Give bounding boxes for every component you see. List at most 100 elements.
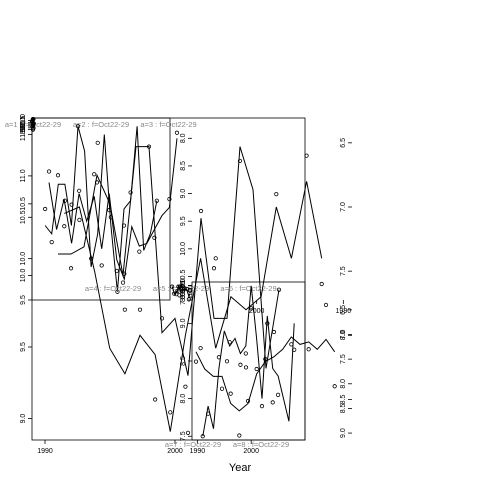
data-point — [169, 284, 175, 289]
series-line — [64, 181, 323, 432]
data-point — [128, 190, 133, 195]
data-point — [213, 256, 218, 261]
y-tick-label: 6.5 — [340, 138, 347, 148]
y-tick-label: 9.0 — [180, 318, 187, 328]
data-point — [46, 169, 52, 174]
y-tick-label: 9.5 — [20, 121, 27, 131]
data-point — [227, 340, 232, 345]
y-tick-label: 8.0 — [340, 330, 347, 340]
data-point — [137, 307, 143, 312]
data-point — [304, 153, 309, 158]
data-point — [270, 400, 275, 405]
data-point — [245, 398, 251, 404]
data-point — [49, 239, 54, 245]
panel-7: a=7 : f=Oct22-296.57.07.58.08.5 — [62, 138, 352, 449]
y-tick-label: 10.0 — [180, 242, 187, 256]
data-point — [200, 434, 205, 439]
data-point — [168, 410, 173, 415]
x-tick-label: 1990 — [190, 448, 206, 455]
data-point — [206, 411, 211, 416]
x-axis-label: Year — [229, 462, 252, 474]
panel-title: a=5 : f=Oct22-29 — [153, 284, 209, 293]
data-point — [263, 357, 268, 362]
data-point — [219, 386, 225, 391]
data-point — [174, 130, 180, 135]
y-tick-label: 6.5 — [340, 305, 347, 315]
data-point — [243, 365, 249, 370]
y-tick-label: 8.0 — [180, 394, 187, 404]
data-point — [154, 198, 159, 203]
data-point — [107, 208, 112, 213]
y-tick-label: 8.0 — [180, 292, 187, 302]
data-point — [306, 347, 311, 352]
x-tick-label: 1990 — [336, 308, 352, 315]
data-point — [186, 297, 191, 302]
data-point — [180, 289, 185, 294]
data-point — [259, 404, 265, 409]
series-line — [48, 138, 178, 282]
data-point — [176, 284, 181, 289]
y-tick-label: 11.5 — [20, 128, 27, 141]
y-tick-label: 8.5 — [180, 289, 187, 299]
y-tick-label: 9.0 — [180, 286, 187, 296]
series-line — [202, 285, 295, 437]
panel-title: a=3 : f=Oct22-29 — [140, 120, 196, 129]
y-tick-label: 10.5 — [180, 270, 187, 284]
data-point — [146, 144, 152, 149]
y-tick-label: 7.5 — [180, 431, 187, 441]
data-point — [332, 384, 337, 389]
data-point — [289, 342, 294, 347]
data-point — [115, 289, 120, 294]
y-tick-label: 9.5 — [20, 295, 27, 305]
data-point — [114, 268, 119, 274]
y-tick-label: 9.5 — [180, 283, 187, 293]
data-point — [276, 287, 282, 292]
series-line — [58, 146, 280, 376]
panel-title: a=2 : f=Oct22-29 — [73, 120, 129, 129]
data-point — [238, 362, 243, 367]
data-point — [174, 292, 179, 297]
data-point — [122, 271, 127, 276]
panel-title: a=8 : f=Oct22-29 — [233, 440, 289, 449]
y-tick-label: 8.5 — [20, 125, 27, 135]
y-tick-label: 9.0 — [20, 414, 27, 424]
data-point — [43, 206, 48, 212]
data-point — [95, 140, 100, 145]
y-tick-label: 9.5 — [20, 342, 27, 352]
x-tick-label: 2000 — [167, 448, 183, 455]
x-tick-label: 2000 — [249, 308, 265, 315]
y-tick-label: 8.0 — [180, 133, 187, 143]
data-point — [121, 223, 127, 228]
data-point — [249, 306, 254, 311]
y-tick-label: 8.5 — [340, 395, 347, 405]
panel-title: a=4 : f=Oct22-29 — [85, 284, 141, 293]
y-tick-label: 9.0 — [340, 428, 347, 438]
data-point — [172, 291, 177, 296]
x-tick-label: 1990 — [37, 448, 53, 455]
y-tick-label: 11.0 — [20, 114, 27, 127]
y-tick-label: 10.5 — [20, 115, 27, 129]
panel-1: a=1 : f=Oct22-298.59.09.510.010.511.0 — [5, 114, 61, 135]
data-point — [167, 196, 172, 202]
data-point — [265, 321, 270, 326]
data-point — [55, 173, 61, 178]
data-point — [319, 281, 324, 287]
data-point — [243, 351, 248, 356]
data-point — [152, 235, 157, 240]
data-point — [228, 391, 233, 396]
data-point — [198, 208, 204, 214]
y-tick-label: 7.0 — [340, 202, 347, 212]
data-point — [274, 192, 279, 197]
data-point — [69, 202, 74, 207]
data-point — [68, 266, 74, 271]
panel-4: a=4 : f=Oct22-298.08.59.09.510.010.5 — [46, 130, 192, 293]
data-point — [216, 355, 222, 360]
data-point — [94, 180, 100, 185]
data-point — [275, 392, 281, 397]
y-tick-label: 11.0 — [20, 169, 27, 182]
y-tick-label: 10.0 — [20, 269, 27, 283]
y-tick-label: 7.5 — [180, 295, 187, 305]
data-point — [122, 307, 127, 312]
y-tick-label: 10.0 — [20, 117, 27, 131]
data-point — [323, 302, 329, 308]
